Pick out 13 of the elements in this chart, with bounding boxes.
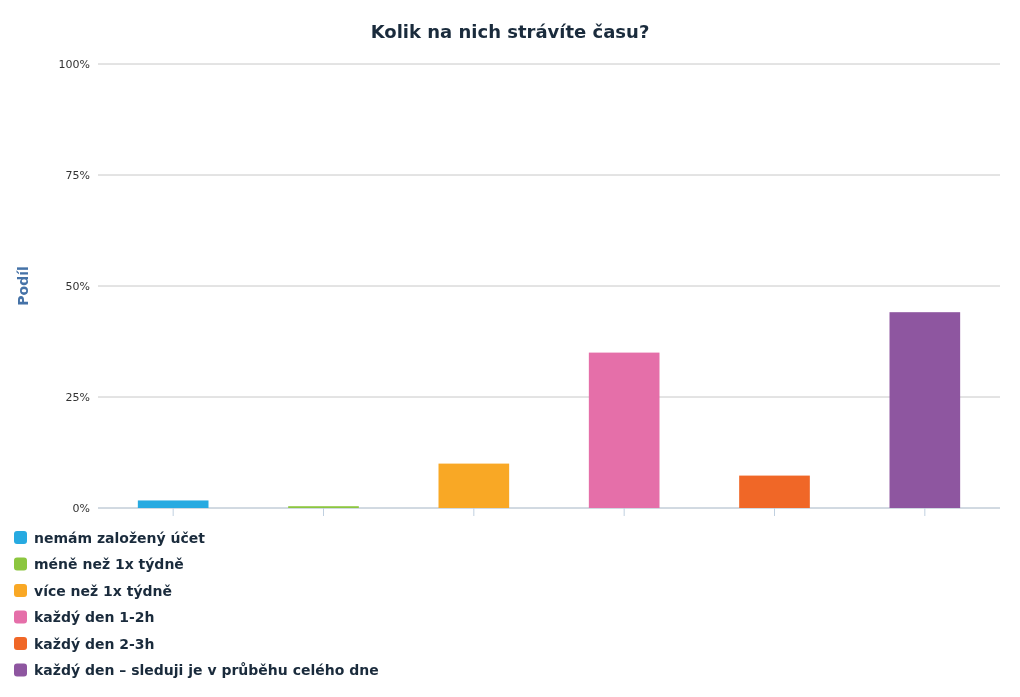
- chart-title: Kolik na nich strávíte času?: [370, 21, 650, 42]
- legend-label: nemám založený účet: [34, 529, 206, 546]
- legend-label: méně než 1x týdně: [34, 556, 184, 573]
- legend-label: každý den – sleduji je v průběhu celého dne: [34, 662, 379, 679]
- y-axis-title: Podíl: [15, 266, 31, 306]
- legend-label: každý den 2-3h: [34, 635, 155, 652]
- y-tick-label: 75%: [65, 168, 90, 182]
- legend-label: více než 1x týdně: [34, 582, 173, 599]
- y-tick-label: 50%: [65, 279, 90, 293]
- y-tick-label: 0%: [72, 501, 90, 515]
- y-tick-label: 25%: [65, 390, 90, 404]
- y-tick-label: 100%: [58, 57, 90, 71]
- legend-label: každý den 1-2h: [34, 609, 155, 626]
